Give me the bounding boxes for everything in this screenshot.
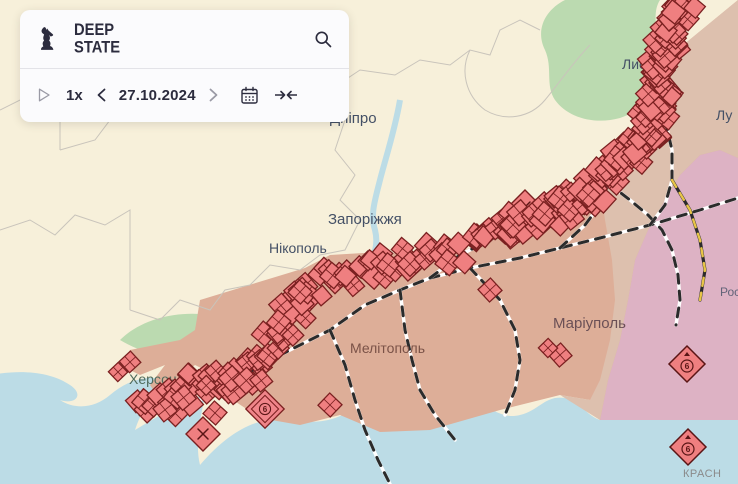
svg-text:Рос: Рос bbox=[720, 285, 738, 299]
svg-text:6: 6 bbox=[686, 444, 691, 454]
svg-text:КРАСН: КРАСН bbox=[683, 468, 722, 480]
svg-text:Лу: Лу bbox=[716, 107, 732, 123]
svg-text:Мелітополь: Мелітополь bbox=[350, 340, 425, 356]
svg-text:Запоріжжя: Запоріжжя bbox=[328, 211, 402, 228]
svg-text:Маріуполь: Маріуполь bbox=[553, 315, 626, 332]
svg-text:6: 6 bbox=[685, 361, 690, 371]
svg-text:6: 6 bbox=[263, 405, 268, 414]
svg-text:Нікополь: Нікополь bbox=[269, 240, 327, 256]
